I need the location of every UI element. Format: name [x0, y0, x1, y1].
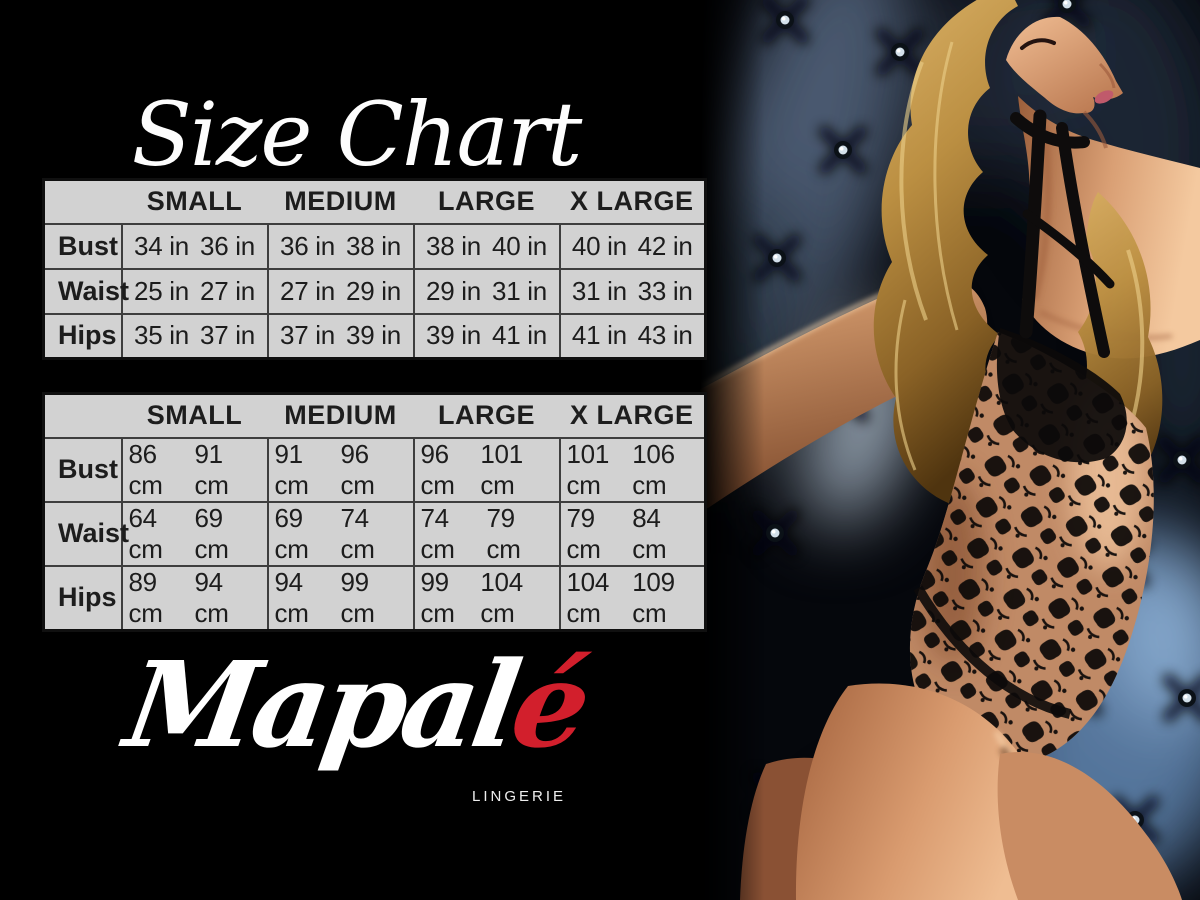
size-value: 91 cm [194, 438, 229, 500]
corner-cell [44, 394, 122, 438]
bodysuit-straps [1010, 109, 1115, 358]
page-title: Size Chart [131, 82, 583, 186]
row-label: Hips [42, 312, 123, 360]
size-header-small: SMALL [146, 400, 243, 431]
table-row-bust: Bust 86 cm 91 cm 91 cm 96 cm 96 cm 101 cm 1… [42, 436, 707, 503]
size-value: 74 cm [420, 502, 455, 564]
model-eyelashes [1020, 38, 1056, 50]
size-value: 25 in [134, 275, 189, 306]
size-value: 39 in [346, 320, 401, 351]
size-value: 39 in [426, 320, 481, 351]
size-value: 89 cm [128, 566, 163, 628]
size-value: 86 cm [128, 438, 163, 500]
row-label: Bust [42, 222, 123, 270]
row-label: Bust [42, 436, 123, 503]
size-header-large: LARGE [438, 186, 535, 217]
size-value: 31 in [571, 275, 627, 306]
size-header-small: SMALL [146, 186, 243, 217]
table-row-bust: Bust 34 in 36 in 36 in 38 in 38 in 40 in 40… [42, 222, 707, 270]
lace-bra-cup [996, 328, 1127, 463]
row-label: Hips [42, 564, 123, 631]
size-value: 29 in [426, 275, 481, 306]
table-row-waist: Waist 64 cm 69 cm 69 cm 74 cm 74 cm 79 cm 7… [42, 500, 707, 567]
size-value: 35 in [134, 320, 189, 351]
row-label: Waist [42, 267, 129, 315]
table-row-hips: Hips 35 in 37 in 37 in 39 in 39 in 41 in 41… [42, 312, 707, 360]
size-table-inches: SMALL MEDIUM LARGE X LARGE Bust 34 in 36 … [42, 178, 707, 360]
size-header-row: SMALL MEDIUM LARGE X LARGE [43, 180, 706, 224]
size-value: 38 in [346, 230, 401, 261]
table-row-waist: Waist 25 in 27 in 27 in 29 in 29 in 31 in 3… [42, 267, 707, 315]
size-value: 40 in [492, 230, 547, 261]
size-value: 27 in [200, 275, 255, 306]
model-legs [740, 683, 1182, 900]
size-value: 38 in [426, 230, 481, 261]
size-value: 40 in [571, 230, 627, 261]
size-value: 94 cm [194, 566, 229, 628]
size-value: 101 cm [480, 438, 523, 500]
lace-hem [913, 585, 1072, 719]
size-value: 69 cm [274, 502, 309, 564]
size-value: 101 cm [566, 438, 610, 500]
model-hair [873, 0, 1018, 510]
size-value: 41 in [492, 320, 547, 351]
size-value: 37 in [200, 320, 255, 351]
size-header-large: LARGE [438, 400, 535, 431]
size-value: 84 cm [632, 502, 667, 564]
size-value: 31 in [492, 275, 547, 306]
size-value: 33 in [637, 275, 693, 306]
size-header-row: SMALL MEDIUM LARGE X LARGE [43, 394, 706, 438]
size-header-xlarge: X LARGE [569, 186, 694, 217]
size-value: 36 in [280, 230, 335, 261]
size-value: 109 cm [632, 566, 675, 628]
size-header-medium: MEDIUM [284, 400, 397, 431]
hair-strand-highlights [894, 41, 1145, 471]
size-value: 34 in [134, 230, 189, 261]
brand-logo-main: Mapal [117, 635, 525, 774]
size-value: 104 cm [480, 566, 523, 628]
table-row-hips: Hips 89 cm 94 cm 94 cm 99 cm 99 cm 104 cm 1… [42, 564, 707, 631]
size-table-centimeters: SMALL MEDIUM LARGE X LARGE Bust 86 cm 91 … [42, 392, 707, 632]
size-value: 41 in [571, 320, 627, 351]
corner-cell [44, 180, 122, 224]
size-value: 37 in [280, 320, 335, 351]
size-value: 64 cm [128, 502, 163, 564]
brand-logo-script: Mapalé [117, 635, 595, 774]
size-value: 96 cm [420, 438, 455, 500]
size-value: 99 cm [340, 566, 375, 628]
size-value: 106 cm [632, 438, 675, 500]
row-label: Waist [42, 500, 129, 567]
size-value: 91 cm [274, 438, 309, 500]
size-header-medium: MEDIUM [284, 186, 397, 217]
photo-left-fade [700, 0, 764, 900]
size-value: 96 cm [340, 438, 375, 500]
brand-logo: Mapalé LINGERIE [0, 635, 712, 805]
size-header-xlarge: X LARGE [569, 400, 694, 431]
size-value: 79 cm [566, 502, 601, 564]
model-lips [1094, 90, 1114, 104]
size-value: 79 cm [486, 502, 521, 564]
size-value: 29 in [346, 275, 401, 306]
size-value: 43 in [637, 320, 693, 351]
brand-tagline: LINGERIE [472, 788, 567, 805]
size-value: 27 in [280, 275, 335, 306]
size-value: 104 cm [566, 566, 610, 628]
model-photo [700, 0, 1200, 900]
size-value: 99 cm [420, 566, 455, 628]
size-value: 74 cm [340, 502, 375, 564]
size-value: 94 cm [274, 566, 309, 628]
size-value: 69 cm [194, 502, 229, 564]
size-value: 42 in [637, 230, 693, 261]
size-value: 36 in [200, 230, 255, 261]
